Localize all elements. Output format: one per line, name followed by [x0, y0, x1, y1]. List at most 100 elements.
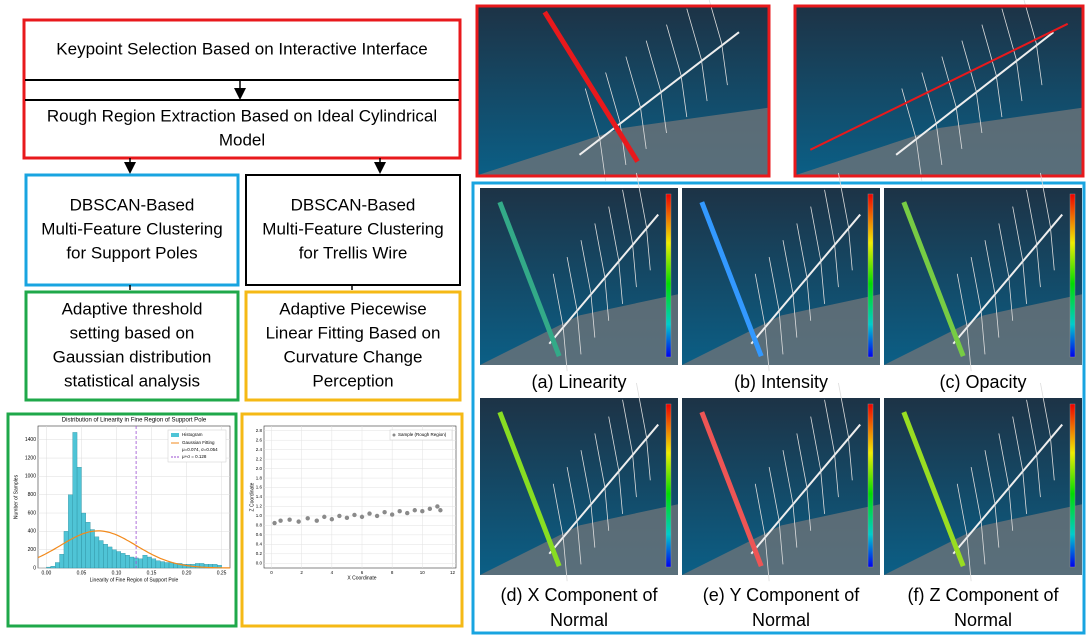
scatter-point	[438, 508, 442, 512]
scatter-point	[330, 517, 334, 521]
box-text: Perception	[312, 371, 393, 390]
panel-caption: Normal	[752, 610, 810, 630]
y-tick-label: 400	[28, 529, 37, 535]
y-tick-label: 800	[28, 492, 37, 498]
box-text: for Support Poles	[66, 243, 197, 262]
histogram-bar	[130, 557, 134, 568]
scatter-point	[352, 513, 356, 517]
y-axis-label: Number of Samples	[13, 474, 19, 519]
scatter-point	[428, 507, 432, 511]
point-cloud-image	[682, 173, 880, 371]
histogram-bar	[103, 544, 107, 568]
y-tick-label: 1.6	[256, 485, 263, 490]
x-tick-label: 0.20	[182, 570, 192, 576]
y-tick-label: 1.2	[256, 504, 263, 509]
histogram-bar	[138, 559, 142, 568]
histogram-bar	[152, 559, 156, 568]
panel-caption: (a) Linearity	[531, 372, 626, 392]
y-tick-label: 0.2	[256, 551, 263, 556]
box-text: Multi-Feature Clustering	[262, 219, 443, 238]
x-tick-label: 10	[420, 570, 426, 575]
panel-caption: (c) Opacity	[939, 372, 1026, 392]
y-tick-label: 600	[28, 510, 37, 516]
histogram-bar	[160, 562, 164, 568]
x-tick-label: 0.10	[112, 570, 122, 576]
y-tick-label: 0.0	[256, 560, 263, 565]
histogram-bar	[81, 513, 85, 568]
box-text: statistical analysis	[64, 371, 200, 390]
panel-caption: (f) Z Component of	[907, 585, 1059, 605]
box-text: Adaptive Piecewise	[279, 299, 426, 318]
colorbar	[868, 194, 873, 357]
y-tick-label: 0.6	[256, 532, 263, 537]
histogram-bar	[116, 552, 120, 568]
scatter-point	[420, 509, 424, 513]
y-tick-label: 2.0	[256, 466, 263, 471]
histogram-bar	[165, 563, 169, 568]
histogram-bar	[125, 555, 129, 568]
legend-swatch	[171, 433, 179, 437]
colorbar	[666, 404, 671, 567]
histogram-bar	[86, 522, 90, 568]
histogram-bar	[64, 531, 68, 568]
point-cloud-image	[478, 0, 768, 181]
scatter-point	[278, 518, 282, 522]
histogram-bar	[90, 530, 94, 568]
box-text: Curvature Change	[284, 347, 423, 366]
x-tick-label: 8	[391, 570, 394, 575]
y-tick-label: 1.0	[256, 513, 263, 518]
box-text: setting based on	[70, 323, 195, 342]
x-tick-label: 4	[331, 570, 334, 575]
y-tick-label: 0.4	[256, 542, 263, 547]
y-tick-label: 200	[28, 547, 37, 553]
y-tick-label: 2.4	[256, 447, 263, 452]
histogram-bar	[73, 432, 77, 568]
y-tick-label: 2.8	[256, 428, 263, 433]
figure: Keypoint Selection Based on Interactive …	[0, 0, 1086, 635]
box-text: Linear Fitting Based on	[266, 323, 441, 342]
box-text: Multi-Feature Clustering	[41, 219, 222, 238]
histogram-bar	[147, 557, 151, 568]
y-tick-label: 1400	[25, 437, 36, 443]
scatter-point	[337, 514, 341, 518]
scatter-point	[322, 515, 326, 519]
y-tick-label: 1.8	[256, 475, 263, 480]
scatter-point	[360, 515, 364, 519]
scatter-point	[435, 504, 439, 508]
y-tick-label: 0	[33, 565, 36, 571]
legend-label: Gaussian Fitting	[182, 440, 215, 445]
histogram-bar	[60, 554, 64, 568]
scatter-point	[375, 514, 379, 518]
histogram-bar	[143, 555, 147, 568]
scatter-point	[287, 518, 291, 522]
box-text: Rough Region Extraction Based on Ideal C…	[47, 106, 437, 125]
scatter-point	[397, 509, 401, 513]
histogram-bar	[156, 561, 160, 568]
panel-caption: (b) Intensity	[734, 372, 828, 392]
point-cloud-image	[884, 173, 1082, 371]
x-axis-label: Linearity of Fine Region of Support Pole	[90, 577, 179, 583]
colorbar	[666, 194, 671, 357]
legend-label: Histogram	[182, 432, 203, 437]
histogram-bar	[112, 550, 116, 568]
y-tick-label: 1200	[25, 455, 36, 461]
scatter-point	[390, 512, 394, 516]
x-tick-label: 0.05	[77, 570, 87, 576]
scatter-point	[405, 511, 409, 515]
box-text: Adaptive threshold	[62, 299, 203, 318]
box-text: for Trellis Wire	[299, 243, 408, 262]
histogram-bar	[121, 553, 125, 568]
histogram-bar	[99, 541, 103, 568]
scatter-point	[272, 521, 276, 525]
scatter-point	[382, 510, 386, 514]
histogram-bar	[108, 547, 112, 568]
box-text: Keypoint Selection Based on Interactive …	[56, 39, 427, 58]
histogram-bar	[68, 495, 72, 568]
y-axis-label: Z Coordinate	[249, 482, 255, 511]
histogram-bar	[46, 567, 50, 568]
y-tick-label: 0.8	[256, 523, 263, 528]
colorbar	[1070, 404, 1075, 567]
panel-caption: Normal	[550, 610, 608, 630]
x-axis-label: X Coordinate	[347, 575, 376, 581]
histogram-bar	[55, 563, 59, 568]
